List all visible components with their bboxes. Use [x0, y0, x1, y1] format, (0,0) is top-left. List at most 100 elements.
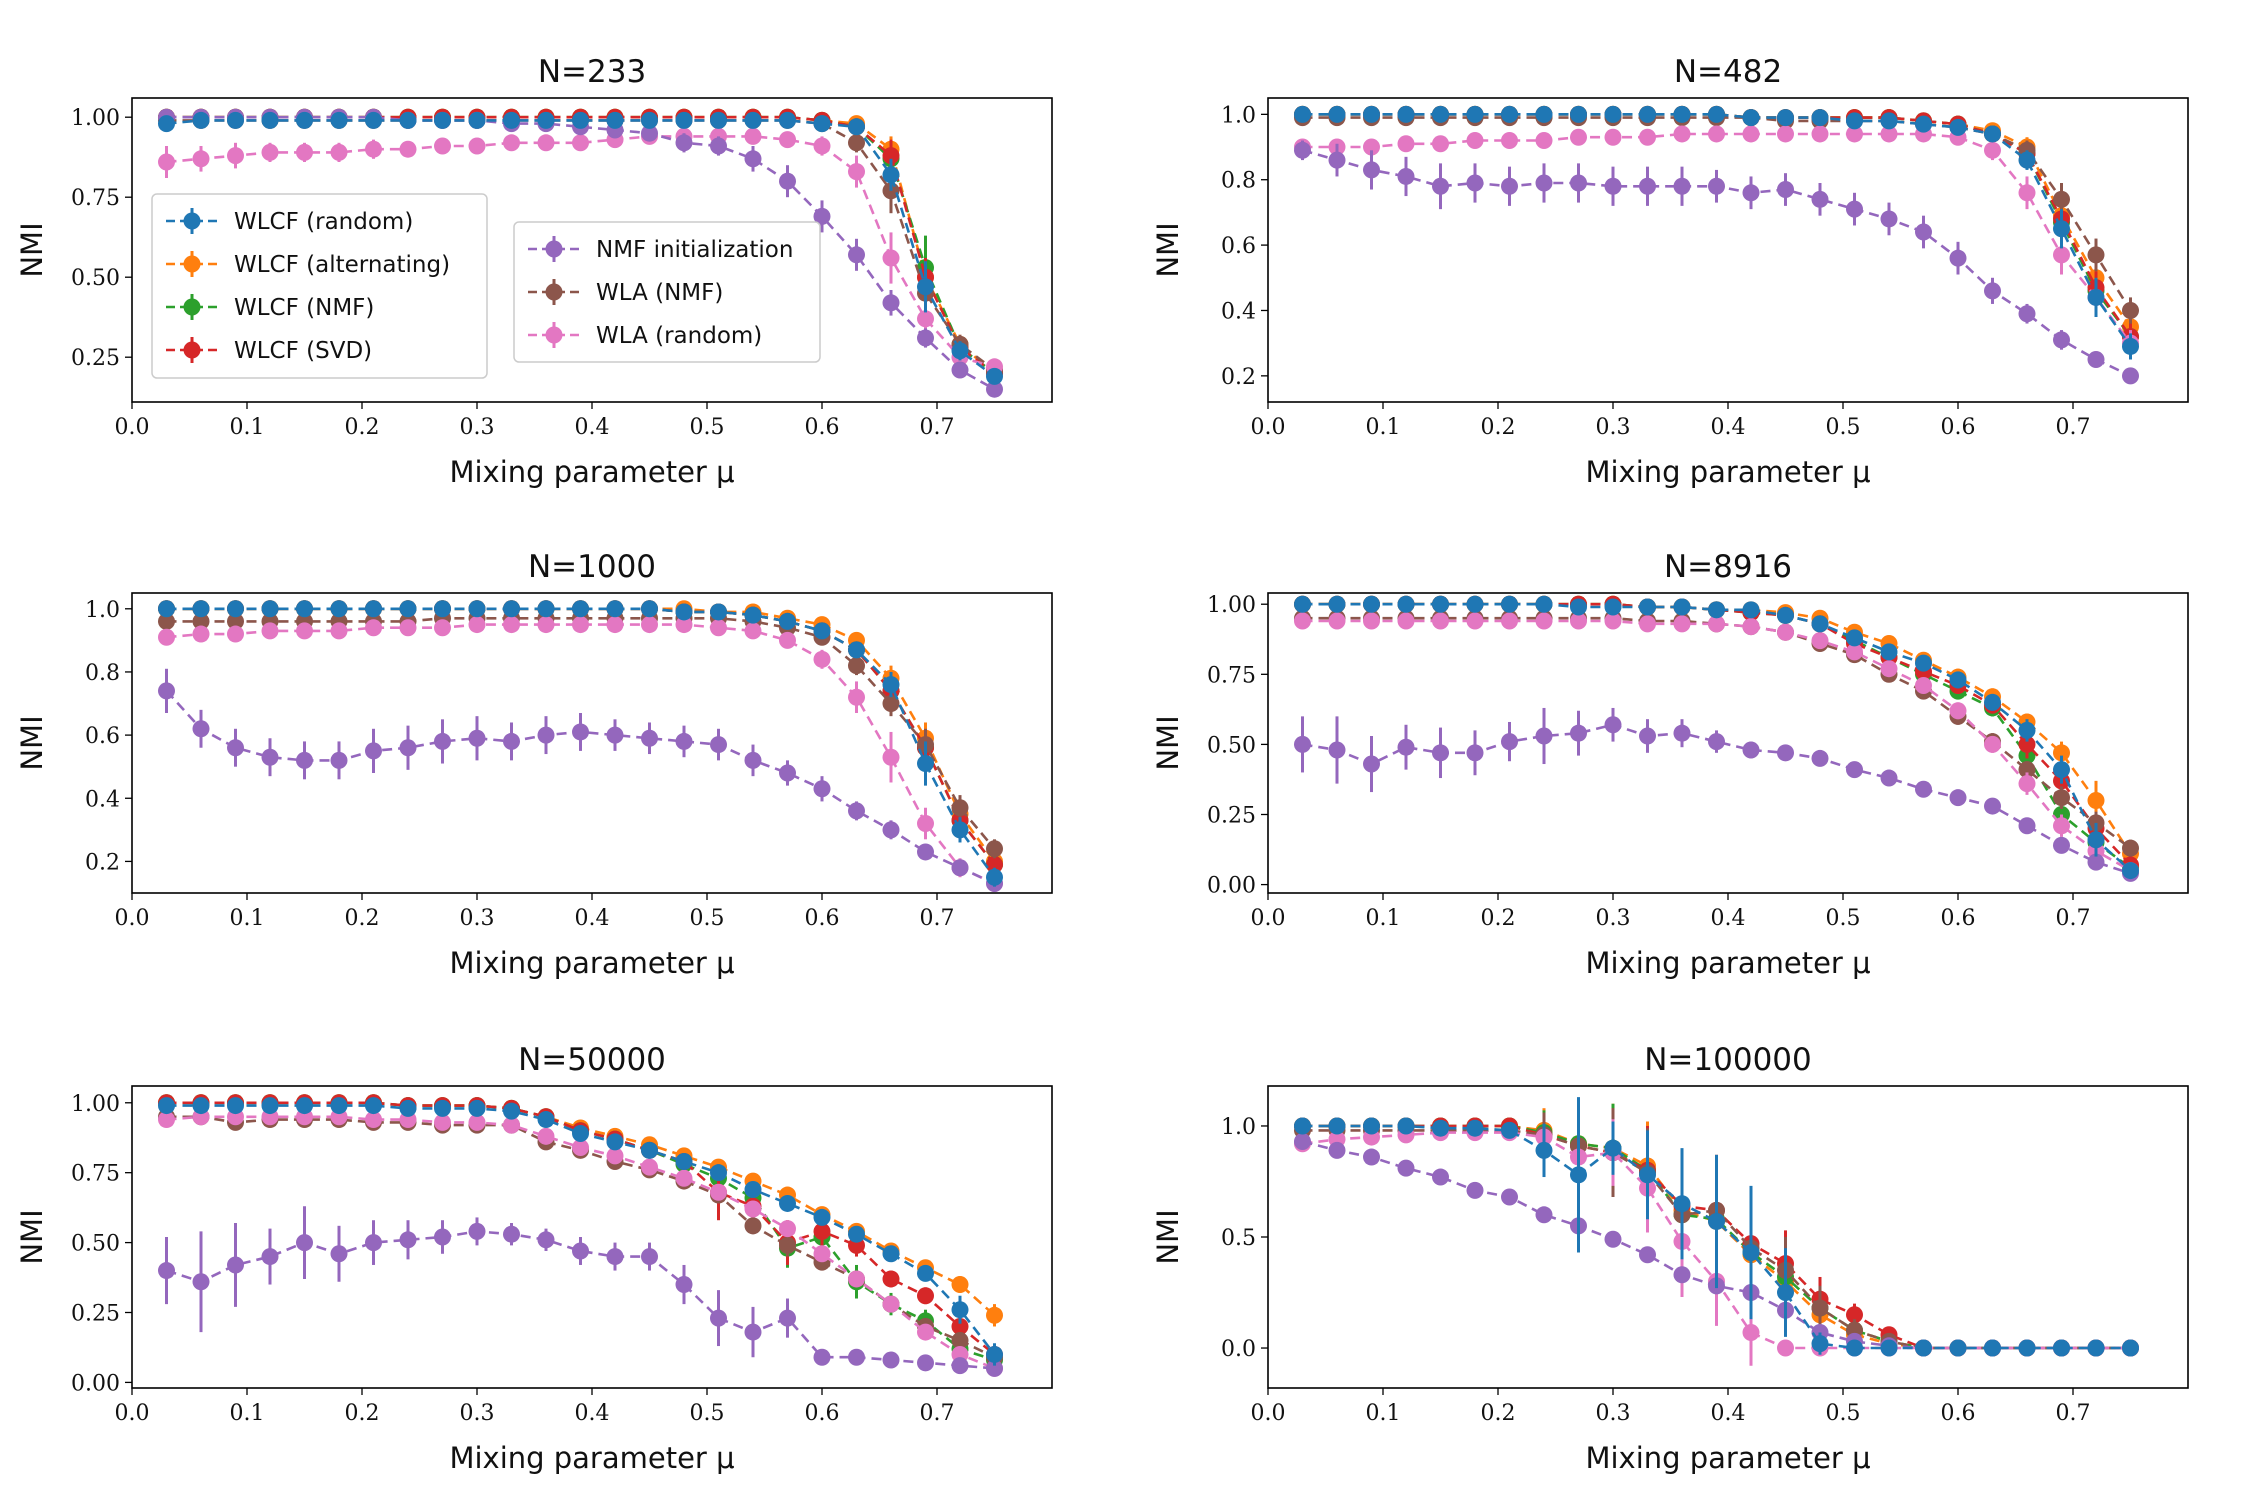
- data-point: [2122, 1339, 2139, 1357]
- data-point: [1363, 1148, 1380, 1166]
- data-point: [1949, 1339, 1967, 1357]
- data-point: [1984, 693, 2001, 711]
- data-point: [399, 1231, 417, 1249]
- series-wlcf-random: [158, 111, 1003, 385]
- data-point: [192, 612, 210, 630]
- y-tick-label: 1.00: [71, 106, 120, 131]
- data-point: [227, 111, 244, 129]
- data-point: [158, 628, 175, 646]
- data-point: [2053, 817, 2070, 835]
- data-point: [468, 600, 486, 618]
- y-axis-label: NMI: [1151, 715, 1185, 770]
- y-axis-label: NMI: [15, 715, 49, 770]
- data-point: [710, 1183, 727, 1201]
- data-point: [572, 1139, 589, 1157]
- data-point: [641, 600, 658, 618]
- data-point: [848, 1270, 865, 1288]
- data-point: [1880, 210, 1898, 228]
- data-point: [813, 1208, 831, 1226]
- chart-panel-4: N=8916 0.0 0.1 0.2 0.3 0.4 0.5 0.6 0.7 0.00 0.25 0.…: [1151, 549, 2189, 980]
- data-point: [641, 729, 658, 747]
- data-point: [296, 111, 313, 129]
- data-point: [813, 137, 831, 155]
- data-point: [296, 143, 313, 161]
- y-tick-label: 0.4: [85, 787, 120, 812]
- chart-panel-3: N=1000 0.0 0.1 0.2 0.3 0.4 0.5 0.6 0.7 0.2 0.4 0.6 0…: [15, 549, 1053, 980]
- data-point: [537, 111, 555, 129]
- data-point: [1880, 660, 1898, 678]
- data-point: [744, 1180, 762, 1198]
- axes-frame: [131, 1085, 1053, 1389]
- y-tick-label: 0.75: [71, 186, 120, 211]
- data-point: [848, 246, 865, 264]
- plot-area: [158, 600, 1003, 893]
- data-point: [503, 616, 520, 634]
- data-point: [641, 1158, 658, 1176]
- data-point: [882, 1245, 900, 1263]
- data-point: [365, 140, 382, 158]
- data-point: [744, 606, 762, 624]
- data-point: [1984, 125, 2001, 143]
- chart-title: N=50000: [518, 1042, 666, 1078]
- data-point: [779, 764, 796, 782]
- data-point: [848, 134, 865, 152]
- y-tick-label: 0.4: [1221, 299, 1256, 324]
- data-point: [779, 1236, 796, 1254]
- data-point: [1432, 177, 1449, 195]
- data-point: [2087, 853, 2105, 871]
- data-point: [744, 751, 762, 769]
- data-point: [951, 342, 969, 360]
- data-point: [1328, 1141, 1346, 1159]
- data-point: [1397, 167, 1415, 185]
- y-tick-label: 1.0: [1221, 103, 1256, 128]
- data-point: [744, 1200, 762, 1218]
- data-point: [848, 1225, 865, 1243]
- data-point: [192, 625, 210, 643]
- y-tick-label: 0.75: [1207, 663, 1256, 688]
- chart-panel-2: N=482 0.0 0.1 0.2 0.3 0.4 0.5 0.6 0.7 0.2 0.4 0.6 0.…: [1151, 54, 2189, 489]
- data-point: [744, 1217, 762, 1235]
- data-point: [986, 367, 1003, 385]
- data-point: [365, 742, 382, 760]
- data-point: [1880, 769, 1898, 787]
- data-point: [1742, 601, 1760, 619]
- data-point: [882, 249, 900, 267]
- data-point: [296, 1097, 313, 1115]
- data-point: [848, 802, 865, 820]
- data-point: [1639, 615, 1656, 633]
- data-point: [2087, 246, 2105, 264]
- legend-label: WLCF (NMF): [234, 295, 374, 321]
- data-point: [227, 739, 244, 757]
- series-nmf-initialization: [158, 1206, 1003, 1377]
- axes-frame: [1267, 592, 2189, 894]
- data-point: [158, 1262, 175, 1280]
- legend-marker: [183, 341, 201, 359]
- data-point: [399, 111, 417, 129]
- x-tick-label: 0.4: [1711, 415, 1746, 440]
- data-point: [710, 1309, 727, 1327]
- data-point: [2053, 190, 2070, 208]
- data-point: [1880, 125, 1898, 143]
- data-point: [2018, 735, 2036, 753]
- data-point: [468, 729, 486, 747]
- data-point: [917, 1323, 934, 1341]
- chart-title: N=482: [1674, 54, 1782, 90]
- data-point: [1811, 1335, 1829, 1353]
- data-point: [434, 1113, 451, 1131]
- data-point: [1708, 1212, 1725, 1230]
- data-point: [1535, 612, 1553, 630]
- data-point: [1604, 612, 1622, 630]
- x-tick-label: 0.7: [2056, 1401, 2091, 1426]
- data-point: [1673, 105, 1691, 123]
- x-tick-label: 0.0: [115, 415, 150, 440]
- data-point: [1846, 112, 1863, 130]
- data-point: [2018, 151, 2036, 169]
- data-point: [917, 1287, 934, 1305]
- x-tick-label: 0.1: [1366, 415, 1401, 440]
- series-nmf-initialization: [1294, 707, 2139, 882]
- data-point: [641, 124, 658, 142]
- series-nmf-initialization: [158, 668, 1003, 893]
- y-tick-label: 1.00: [71, 1092, 120, 1117]
- data-point: [1811, 749, 1829, 767]
- series-line: [1302, 602, 2132, 855]
